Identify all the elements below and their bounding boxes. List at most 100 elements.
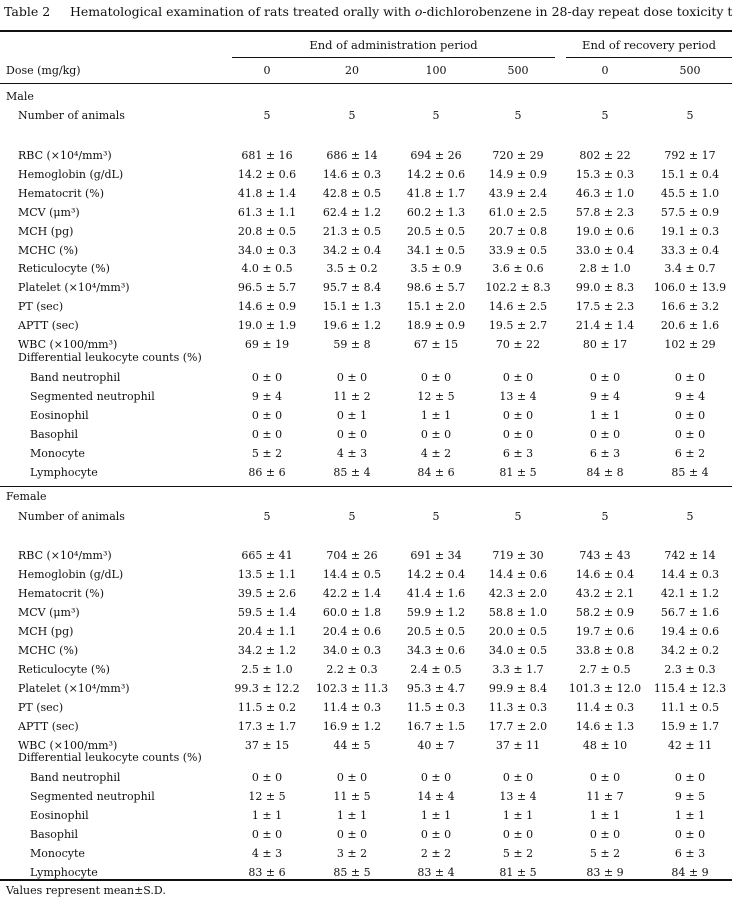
cell-value: 95.7 ± 8.4 xyxy=(322,281,382,294)
table-row: Lymphocyte 86 ± 6 85 ± 4 84 ± 6 81 ± 5 84 ± 8… xyxy=(0,463,732,482)
table-row: MCHC (%) 34.0 ± 0.3 34.2 ± 0.4 34.1 ± 0.5 33… xyxy=(0,241,732,260)
cell-value: 14.6 ± 0.9 xyxy=(237,300,297,313)
cell-value: 6 ± 3 xyxy=(674,847,706,860)
cell-value: 0 ± 0 xyxy=(502,409,534,422)
cell-value: 14.6 ± 0.3 xyxy=(322,168,382,181)
table-number: Table 2 xyxy=(4,4,51,19)
header-bottom-rule xyxy=(0,83,732,84)
cell-value: 13.5 ± 1.1 xyxy=(237,568,297,581)
table-row: MCH (pg) 20.4 ± 1.1 20.4 ± 0.6 20.5 ± 0.5 20… xyxy=(0,622,732,641)
cell-value: 34.1 ± 0.5 xyxy=(406,244,466,257)
cell-value: 84 ± 6 xyxy=(417,466,455,479)
cell-value: 1 ± 1 xyxy=(502,809,534,822)
cell-value: 0 ± 0 xyxy=(502,828,534,841)
row-label: APTT (sec) xyxy=(18,319,79,332)
cell-value: 9 ± 4 xyxy=(251,390,283,403)
table-row: PT (sec) 11.5 ± 0.2 11.4 ± 0.3 11.5 ± 0.3 11… xyxy=(0,698,732,717)
cell-value: 41.8 ± 1.7 xyxy=(406,187,466,200)
cell-value: 5 xyxy=(432,510,440,523)
cell-value: 84 ± 9 xyxy=(671,866,709,879)
cell-value: 5 xyxy=(263,109,271,122)
cell-value: 9 ± 4 xyxy=(589,390,621,403)
group-header-recovery: End of recovery period xyxy=(582,38,716,52)
cell-value: 60.0 ± 1.8 xyxy=(322,606,382,619)
admin-group-rule xyxy=(232,57,555,58)
cell-value: 99.9 ± 8.4 xyxy=(488,682,548,695)
cell-value: 0 ± 0 xyxy=(589,371,621,384)
cell-value: 691 ± 34 xyxy=(410,549,462,562)
cell-value: 42.8 ± 0.5 xyxy=(322,187,382,200)
cell-value: 1 ± 1 xyxy=(589,809,621,822)
differential-leukocyte-label: Differential leukocyte counts (%) xyxy=(18,751,202,764)
table-row: Band neutrophil 0 ± 0 0 ± 0 0 ± 0 0 ± 0 0 ± 0… xyxy=(0,768,732,787)
cell-value: 11 ± 2 xyxy=(333,390,371,403)
table-row: Hematocrit (%) 39.5 ± 2.6 42.2 ± 1.4 41.4 ±… xyxy=(0,584,732,603)
cell-value: 0 ± 0 xyxy=(420,371,452,384)
cell-value: 80 ± 17 xyxy=(582,338,628,351)
cell-value: 61.3 ± 1.1 xyxy=(237,206,297,219)
row-label: MCHC (%) xyxy=(18,244,79,257)
cell-value: 11 ± 5 xyxy=(333,790,371,803)
cell-value: 69 ± 19 xyxy=(244,338,290,351)
cell-value: 19.6 ± 1.2 xyxy=(322,319,382,332)
cell-value: 17.3 ± 1.7 xyxy=(237,720,297,733)
dose-label: Dose (mg/kg) xyxy=(6,64,81,77)
table-row: Platelet (×10⁴/mm³) 99.3 ± 12.2 102.3 ± 11… xyxy=(0,679,732,698)
cell-value: 19.5 ± 2.7 xyxy=(488,319,548,332)
row-label: Number of animals xyxy=(18,510,125,523)
row-label: Eosinophil xyxy=(30,409,89,422)
table-row: Segmented neutrophil 9 ± 4 11 ± 2 12 ± 5 13 … xyxy=(0,387,732,406)
table-row: Reticulocyte (%) 2.5 ± 1.0 2.2 ± 0.3 2.4 ± … xyxy=(0,660,732,679)
row-label: Hemoglobin (g/dL) xyxy=(18,568,124,581)
cell-value: 686 ± 14 xyxy=(326,149,378,162)
cell-value: 20.8 ± 0.5 xyxy=(237,225,297,238)
top-rule xyxy=(0,30,732,32)
row-label: RBC (×10⁴/mm³) xyxy=(18,149,112,162)
cell-value: 42.1 ± 1.2 xyxy=(660,587,720,600)
cell-value: 41.8 ± 1.4 xyxy=(237,187,297,200)
table-row: WBC (×100/mm³) 37 ± 15 44 ± 5 40 ± 7 37 ± 11… xyxy=(0,736,732,755)
cell-value: 43.9 ± 2.4 xyxy=(488,187,548,200)
row-label: PT (sec) xyxy=(18,701,64,714)
cell-value: 99.3 ± 12.2 xyxy=(234,682,300,695)
cell-value: 6 ± 3 xyxy=(589,447,621,460)
table-row: APTT (sec) 17.3 ± 1.7 16.9 ± 1.2 16.7 ± 1.5… xyxy=(0,717,732,736)
cell-value: 0 ± 0 xyxy=(336,828,368,841)
cell-value: 37 ± 11 xyxy=(495,739,541,752)
cell-value: 5 xyxy=(686,510,694,523)
cell-value: 13 ± 4 xyxy=(499,390,537,403)
cell-value: 14 ± 4 xyxy=(417,790,455,803)
cell-value: 17.5 ± 2.3 xyxy=(575,300,635,313)
cell-value: 3 ± 2 xyxy=(336,847,368,860)
cell-value: 37 ± 15 xyxy=(244,739,290,752)
cell-value: 16.7 ± 1.5 xyxy=(406,720,466,733)
cell-value: 6 ± 2 xyxy=(674,447,706,460)
dose-value: 500 xyxy=(679,64,701,77)
cell-value: 42 ± 11 xyxy=(667,739,713,752)
cell-value: 12 ± 5 xyxy=(248,790,286,803)
section-label-male: Male xyxy=(6,90,34,103)
cell-value: 46.3 ± 1.0 xyxy=(575,187,635,200)
cell-value: 20.6 ± 1.6 xyxy=(660,319,720,332)
row-label: Reticulocyte (%) xyxy=(18,262,110,275)
table-row: MCV (μm³) 61.3 ± 1.1 62.4 ± 1.2 60.2 ± 1.3 6… xyxy=(0,203,732,222)
number-of-animals-row: Number of animals 5 5 5 5 5 5 xyxy=(0,106,732,125)
cell-value: 0 ± 0 xyxy=(251,409,283,422)
cell-value: 18.9 ± 0.9 xyxy=(406,319,466,332)
row-label: Platelet (×10⁴/mm³) xyxy=(18,682,130,695)
cell-value: 5 xyxy=(432,109,440,122)
row-label: Band neutrophil xyxy=(30,371,121,384)
table-row: MCV (μm³) 59.5 ± 1.4 60.0 ± 1.8 59.9 ± 1.2 5… xyxy=(0,603,732,622)
cell-value: 1 ± 1 xyxy=(251,809,283,822)
cell-value: 14.6 ± 2.5 xyxy=(488,300,548,313)
cell-value: 3.5 ± 0.9 xyxy=(410,262,462,275)
cell-value: 81 ± 5 xyxy=(499,466,537,479)
cell-value: 61.0 ± 2.5 xyxy=(488,206,548,219)
cell-value: 9 ± 5 xyxy=(674,790,706,803)
cell-value: 57.8 ± 2.3 xyxy=(575,206,635,219)
cell-value: 5 xyxy=(601,109,609,122)
cell-value: 99.0 ± 8.3 xyxy=(575,281,635,294)
cell-value: 9 ± 4 xyxy=(674,390,706,403)
cell-value: 33.3 ± 0.4 xyxy=(660,244,720,257)
dose-header-row: Dose (mg/kg) 0 20 100 500 0 500 xyxy=(0,61,732,80)
